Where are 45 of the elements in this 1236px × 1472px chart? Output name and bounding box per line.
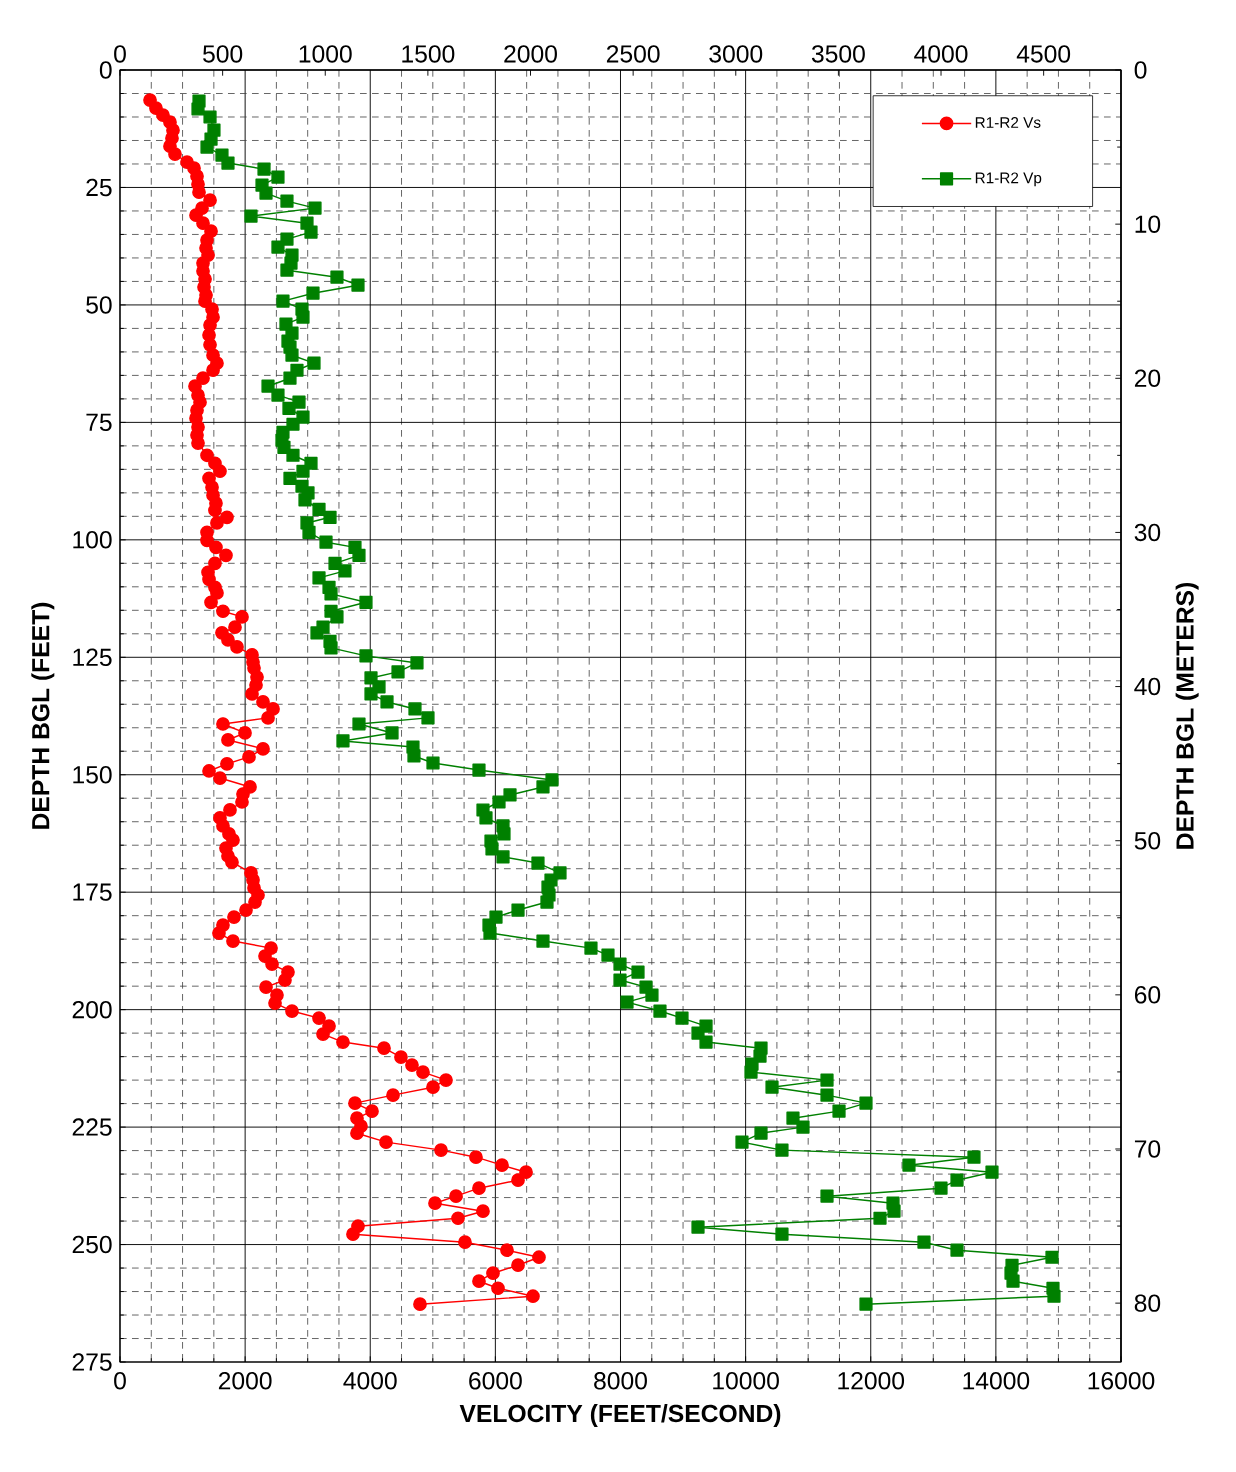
y2-tick-label: 10 <box>1135 215 1161 233</box>
x2-tick-label: 4000 <box>914 45 968 63</box>
x-tick-label: 2000 <box>218 1372 272 1390</box>
y2-tick-label: 80 <box>1134 1294 1161 1312</box>
y-tick-label: 225 <box>72 1118 112 1136</box>
y2-tick-label: 60 <box>1134 986 1161 1004</box>
x2-tick-label: 2500 <box>606 45 660 63</box>
x2-tick-label: 4500 <box>1016 45 1071 63</box>
y2-axis-title: DEPTH BGL (METERS) <box>1175 582 1199 849</box>
x-tick-label: 12000 <box>838 1372 905 1390</box>
y-tick-label: 275 <box>72 1353 112 1371</box>
x2-tick-label: 0 <box>114 45 126 63</box>
y2-tick-label: 30 <box>1134 523 1161 542</box>
x-tick-label: 6000 <box>469 1372 522 1390</box>
y2-tick-label: 20 <box>1134 369 1161 388</box>
y-tick-label: 25 <box>86 178 112 197</box>
y2-tick-label: 70 <box>1134 1140 1161 1158</box>
y-tick-label: 100 <box>73 531 112 549</box>
x-tick-label: 10000 <box>713 1372 779 1390</box>
x2-tick-label: 3500 <box>811 45 865 63</box>
y-tick-label: 250 <box>72 1235 112 1254</box>
x-axis-title: VELOCITY (FEET/SECOND) <box>459 1404 781 1427</box>
x2-tick-label: 500 <box>203 45 243 63</box>
y2-tick-label: 50 <box>1134 831 1161 850</box>
y-tick-label: 150 <box>73 766 112 784</box>
y-tick-label: 75 <box>86 413 112 431</box>
y-tick-label: 175 <box>73 883 112 901</box>
y-axis-title: DEPTH BGL (FEET) <box>31 602 55 829</box>
legend-label: R1-R2 Vs <box>975 117 1041 128</box>
y-tick-label: 200 <box>72 1000 112 1019</box>
y2-tick-label: 0 <box>1134 61 1147 79</box>
x2-tick-label: 1000 <box>299 45 352 63</box>
y-tick-label: 125 <box>73 648 112 667</box>
y-tick-label: 50 <box>86 296 112 314</box>
y-tick-label: 0 <box>99 61 112 79</box>
x2-tick-label: 2000 <box>504 45 557 63</box>
x2-tick-label: 1500 <box>402 45 455 63</box>
legend-label: R1-R2 Vp <box>975 172 1042 187</box>
x-tick-label: 8000 <box>594 1372 647 1390</box>
x2-tick-label: 3000 <box>709 45 763 63</box>
x-tick-label: 16000 <box>1088 1372 1155 1390</box>
y2-tick-label: 40 <box>1134 677 1161 696</box>
x-tick-label: 4000 <box>343 1372 397 1390</box>
x-tick-label: 14000 <box>963 1372 1030 1390</box>
x-tick-label: 0 <box>114 1372 126 1390</box>
